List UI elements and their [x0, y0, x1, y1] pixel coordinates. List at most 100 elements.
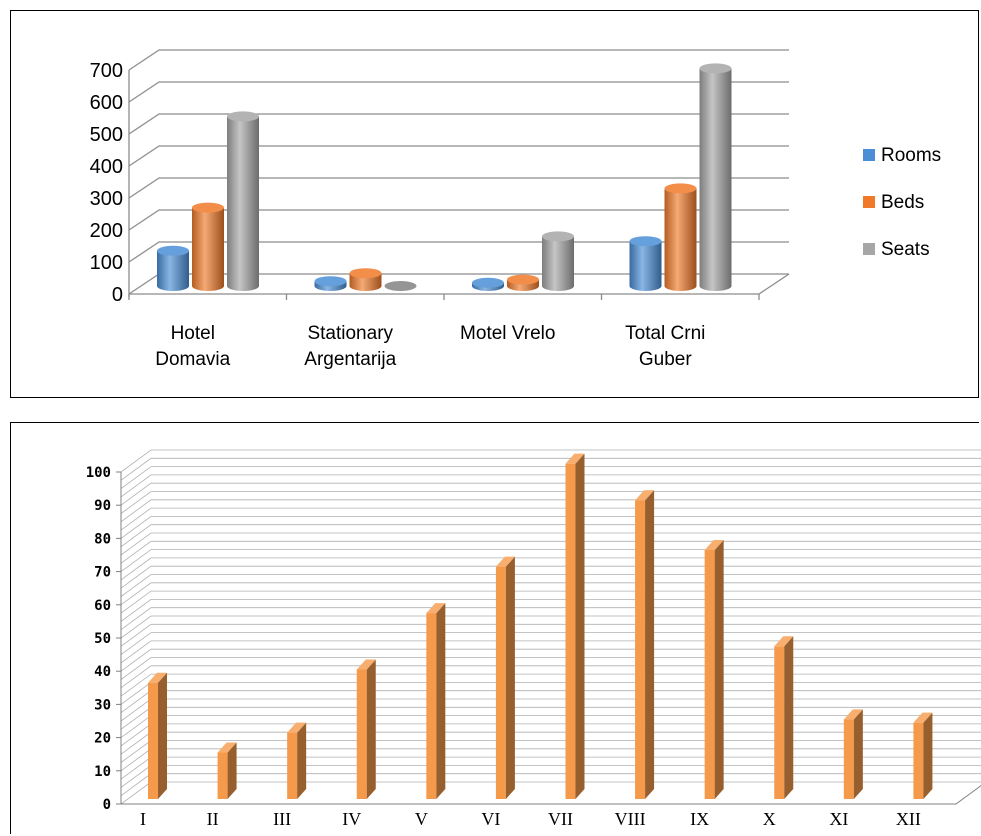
y-tick-label: 200	[90, 220, 123, 242]
bar-seats-1	[384, 281, 417, 291]
bar-beds-2	[507, 274, 539, 291]
x-category-label: XII	[896, 809, 921, 829]
chart-monthly-values: 0 10 20 30 40 50 60 70 80 90 100 I II III IV V VI VII VIII…	[10, 422, 981, 834]
bar-side	[923, 712, 933, 799]
y-tick-label: 50	[94, 631, 111, 647]
gridline	[120, 540, 981, 564]
chart-1-canvas: 0 100 200 300 400 500 600 700 Hotel Domavia Statio…	[90, 49, 941, 370]
bar-seats-0	[227, 111, 259, 292]
bar-cap	[472, 277, 504, 288]
bar-cap	[227, 111, 259, 122]
y-tick-label: 500	[90, 124, 123, 146]
gridline	[120, 457, 981, 481]
bar-body	[157, 250, 189, 291]
bar-body	[629, 241, 662, 291]
gridline	[120, 516, 981, 539]
x-category-label: Argentarija	[304, 349, 396, 370]
gridline	[120, 690, 981, 714]
bar-iii	[287, 722, 307, 799]
legend-swatch-beds	[863, 196, 875, 208]
gridline	[128, 177, 789, 199]
y-tick-label: 60	[94, 598, 111, 614]
bar-vii	[565, 453, 585, 799]
bar-front	[565, 463, 576, 799]
bar-side	[297, 722, 307, 799]
bar-top	[913, 712, 933, 723]
y-tick-label: 10	[94, 764, 111, 780]
gridline	[128, 209, 789, 231]
x-category-label: Hotel	[171, 323, 215, 344]
bar-front	[217, 752, 228, 799]
y-tick-label: 40	[94, 664, 111, 680]
gridline	[120, 615, 981, 639]
bar-ii	[217, 742, 237, 799]
bar-rooms-1	[314, 276, 347, 291]
bar-top	[356, 659, 376, 670]
y-tick-label: 0	[112, 284, 123, 306]
gridline	[120, 657, 981, 680]
bar-top	[774, 636, 794, 647]
gridline	[120, 532, 981, 556]
bar-top	[287, 722, 307, 733]
gridline	[120, 673, 981, 697]
gridline	[120, 491, 981, 514]
bar-rooms-0	[157, 245, 189, 291]
bar-cap	[157, 245, 189, 256]
legend-label-seats: Seats	[881, 239, 930, 260]
gridline	[120, 549, 981, 572]
gridline	[120, 482, 981, 506]
x-category-label: VI	[481, 809, 500, 829]
bar-front	[635, 500, 646, 799]
bar-top	[635, 490, 655, 501]
bar-front	[356, 669, 367, 799]
floor-front-edge	[121, 785, 981, 805]
gridline	[128, 145, 789, 167]
bar-body	[192, 207, 224, 291]
bar-cap	[314, 276, 347, 287]
y-tick-label: 70	[94, 565, 111, 581]
bar-ix	[704, 540, 724, 799]
bar-front	[913, 722, 924, 799]
gridline	[120, 607, 981, 631]
bar-side	[853, 709, 863, 799]
gridline	[128, 113, 789, 135]
bar-beds-0	[192, 202, 224, 291]
y-tick-label: 100	[86, 465, 111, 481]
bar-xi	[843, 709, 863, 799]
gridline	[120, 598, 981, 622]
y-tick-label: 30	[94, 697, 111, 713]
bar-top	[148, 672, 167, 683]
bar-front	[426, 613, 437, 799]
bar-cap	[349, 268, 382, 279]
bar-i	[148, 672, 167, 799]
x-category-label: Motel Vrelo	[460, 323, 555, 344]
bar-rooms-3	[629, 236, 662, 291]
bar-top	[495, 556, 515, 567]
bar-rooms-2	[472, 277, 504, 291]
bar-cap	[384, 281, 417, 291]
bar-seats-2	[542, 231, 574, 291]
y-tick-label: 400	[90, 156, 123, 178]
x-category-label: X	[763, 809, 776, 829]
gridline	[120, 499, 981, 523]
x-category-label: XI	[829, 809, 848, 829]
x-category-label: I	[140, 809, 146, 829]
gridline	[120, 466, 981, 489]
gridline	[120, 590, 981, 614]
bar-front	[495, 566, 506, 799]
bar-seats-3	[699, 63, 732, 292]
gridline	[120, 474, 981, 498]
y-tick-label: 700	[90, 60, 123, 82]
gridline	[120, 524, 981, 548]
gridline	[120, 632, 981, 655]
bar-body	[227, 116, 259, 292]
bar-cap	[507, 274, 539, 285]
bar-side	[227, 742, 237, 799]
bar-v	[426, 603, 446, 799]
bar-front	[704, 550, 715, 799]
x-category-label: II	[207, 809, 219, 829]
bar-top	[843, 709, 863, 720]
x-category-label: VII	[548, 809, 573, 829]
bar-side	[784, 636, 794, 799]
